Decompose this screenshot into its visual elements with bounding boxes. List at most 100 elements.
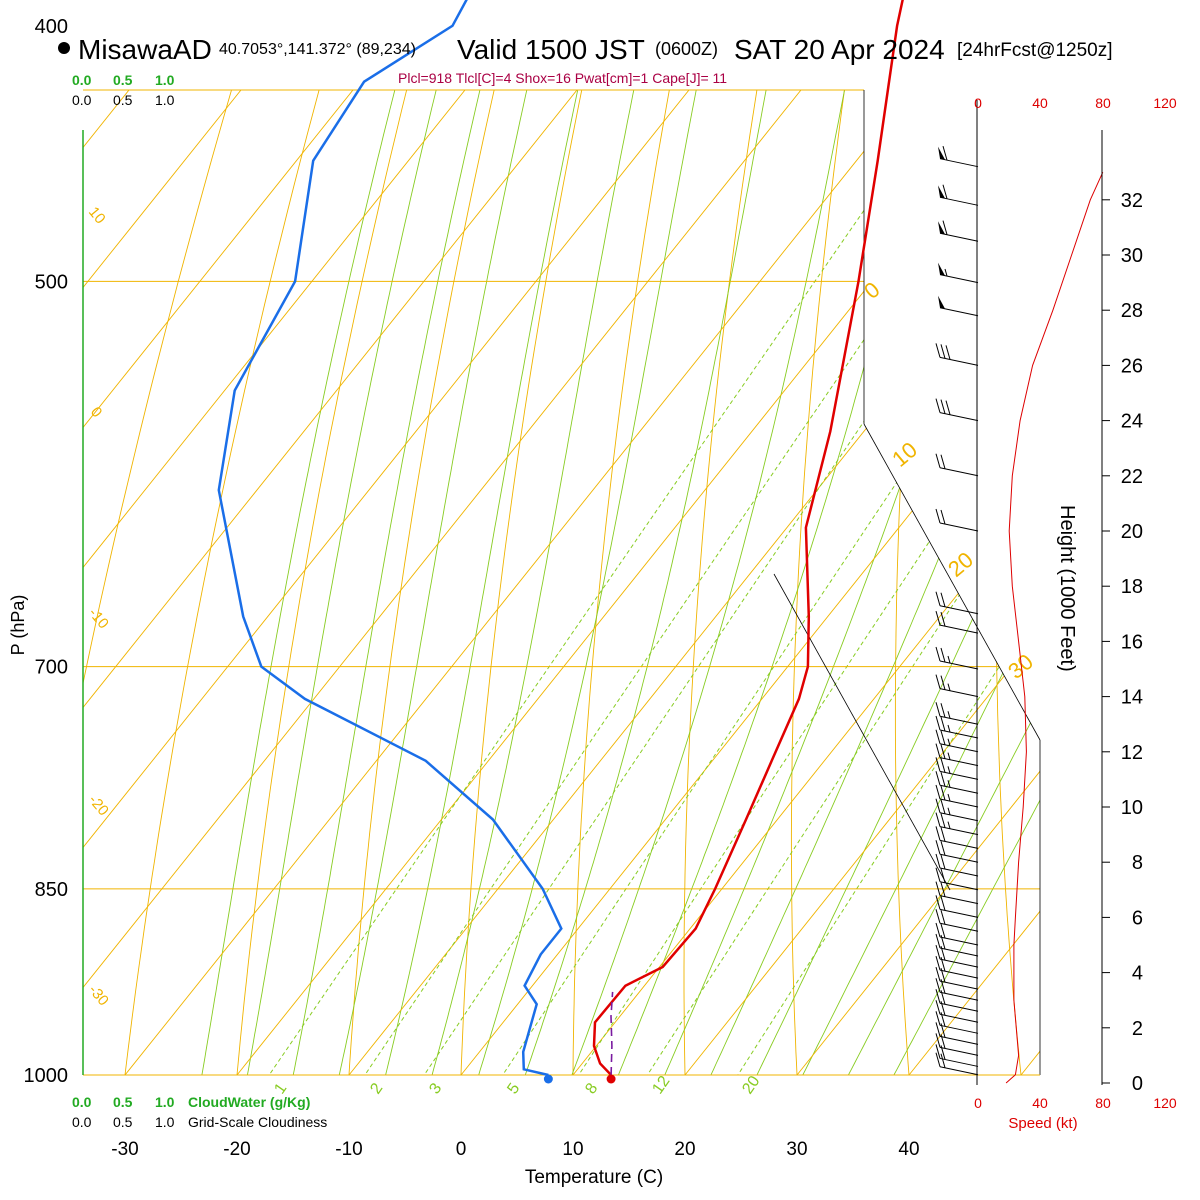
speed-bottom-tick-0: 0 <box>974 1095 982 1111</box>
height-tick-label: 24 <box>1121 411 1143 433</box>
wind-barb-feather <box>940 647 946 663</box>
speed-top-tick-1: 40 <box>1032 95 1048 111</box>
speed-bottom-tick-2: 80 <box>1095 1095 1111 1111</box>
dry-adiabat <box>231 90 595 1075</box>
dewpoint-line <box>217 0 563 1077</box>
wind-barb-feather <box>935 743 941 758</box>
temperature-tick-label: 10 <box>562 1139 583 1160</box>
wind-barb-feather <box>940 716 946 732</box>
isotherm--20 <box>236 90 1040 1075</box>
wind-barb-shaft <box>939 947 979 957</box>
wind-barb <box>935 826 979 849</box>
mixing-ratio-20 <box>701 90 1040 1075</box>
wind-barb <box>935 398 979 422</box>
wind-barb <box>938 262 979 284</box>
wind-barb-shaft <box>939 991 979 1001</box>
height-tick-label: 18 <box>1121 576 1143 598</box>
wind-barb-feather <box>935 826 941 841</box>
wind-barb-feather <box>935 1011 941 1026</box>
speed-bottom-tick-1: 40 <box>1032 1095 1048 1111</box>
pressure-tick-label: 400 <box>35 16 68 38</box>
wind-barb-feather <box>940 785 946 801</box>
wind-barb-shaft <box>939 895 979 905</box>
wind-barb-feather <box>935 967 941 982</box>
height-axis-label: Height (1000 Feet) <box>1056 505 1078 672</box>
moist-adiabat <box>684 90 1040 1075</box>
moist-adiabat-label: 30 <box>1003 649 1038 684</box>
wind-barb-feather <box>935 784 941 800</box>
wind-barb-shaft <box>939 1002 979 1012</box>
wind-barb-shaft <box>939 1013 979 1023</box>
height-tick-label: 12 <box>1121 742 1143 764</box>
dry-adiabat <box>118 90 521 1075</box>
cloud-bottom-green-1: 0.5 <box>113 1094 133 1110</box>
cloud-bottom-black-1: 0.5 <box>113 1114 133 1130</box>
dry-adiabat-label: 10 <box>85 204 109 228</box>
wind-barb-feather <box>935 1044 941 1059</box>
wind-barb-half-feather <box>947 683 951 691</box>
wind-barb-feather <box>935 933 941 949</box>
wind-barb-feather <box>935 508 941 524</box>
wind-barb-feather <box>935 989 941 1004</box>
wind-barb <box>938 184 979 206</box>
station-dot-icon <box>58 42 70 54</box>
wind-barb-feather <box>940 592 946 607</box>
height-tick-label: 22 <box>1121 466 1143 488</box>
wind-barb-feather <box>935 398 941 413</box>
moist-adiabats <box>191 90 1040 1075</box>
wind-barb-shaft <box>939 232 979 242</box>
wind-barb-feather <box>935 922 941 938</box>
dry-adiabat-label: -30 <box>85 982 112 1010</box>
wind-barb-shaft <box>939 1066 979 1076</box>
isotherm-50 <box>1020 90 1040 1075</box>
indices: Plcl=918 Tlcl[C]=4 Shox=16 Pwat[cm]=1 Ca… <box>398 70 727 86</box>
moist-adiabat-label: 10 <box>887 437 922 472</box>
wind-barb-feather <box>935 944 941 960</box>
mixing-ratio-1 <box>230 90 993 1075</box>
cloud-top-black-0: 0.0 <box>72 92 92 108</box>
wind-barb-half-feather <box>947 711 951 719</box>
moist-adiabat <box>326 90 672 1075</box>
isotherm--100 <box>83 90 612 1075</box>
dry-adiabat <box>894 90 1040 1075</box>
wind-barb-shaft <box>939 274 979 284</box>
wind-barb-shaft <box>939 958 979 968</box>
wind-barb <box>935 853 979 877</box>
wind-barb-shaft <box>939 660 979 670</box>
wind-barb <box>935 757 979 780</box>
dry-adiabat-label: -10 <box>85 605 112 633</box>
dry-adiabat <box>458 90 744 1075</box>
pressure-tick-label: 700 <box>35 657 68 679</box>
wind-barb-shaft <box>939 522 979 532</box>
mixing-ratio-label: 20 <box>739 1073 763 1097</box>
wind-barb <box>935 895 979 918</box>
moist-adiabat <box>415 90 766 1075</box>
height-tick-label: 16 <box>1121 631 1143 653</box>
wind-barb-feather <box>935 610 941 626</box>
cloud-top-green-2: 1.0 <box>155 72 175 88</box>
wind-barb-feather <box>935 840 941 855</box>
wind-barb <box>935 812 979 836</box>
wind-barb <box>935 343 979 366</box>
isotherm--40 <box>83 90 1040 1075</box>
moist-adiabat-label: 20 <box>943 547 978 582</box>
wind-barb <box>935 922 979 946</box>
wind-barb <box>935 881 979 905</box>
moist-adiabat <box>550 90 958 1075</box>
sounding-series <box>217 0 904 1084</box>
wind-barb-shaft <box>939 624 979 634</box>
wind-barb-feather <box>935 757 941 772</box>
wind-barb-feather <box>940 744 946 759</box>
wind-barb-shaft <box>939 812 979 822</box>
wind-barb-feather <box>935 881 941 896</box>
moist-adiabat <box>639 90 1040 1075</box>
wind-barb-shaft <box>939 798 979 808</box>
dry-adiabat <box>683 90 893 1075</box>
wind-barb-feather <box>940 923 946 939</box>
mixing-ratio-5 <box>465 90 1040 1075</box>
moist-adiabat <box>191 90 557 1075</box>
mixing-ratio-12 <box>610 90 1040 1075</box>
isobars <box>83 280 1040 1075</box>
